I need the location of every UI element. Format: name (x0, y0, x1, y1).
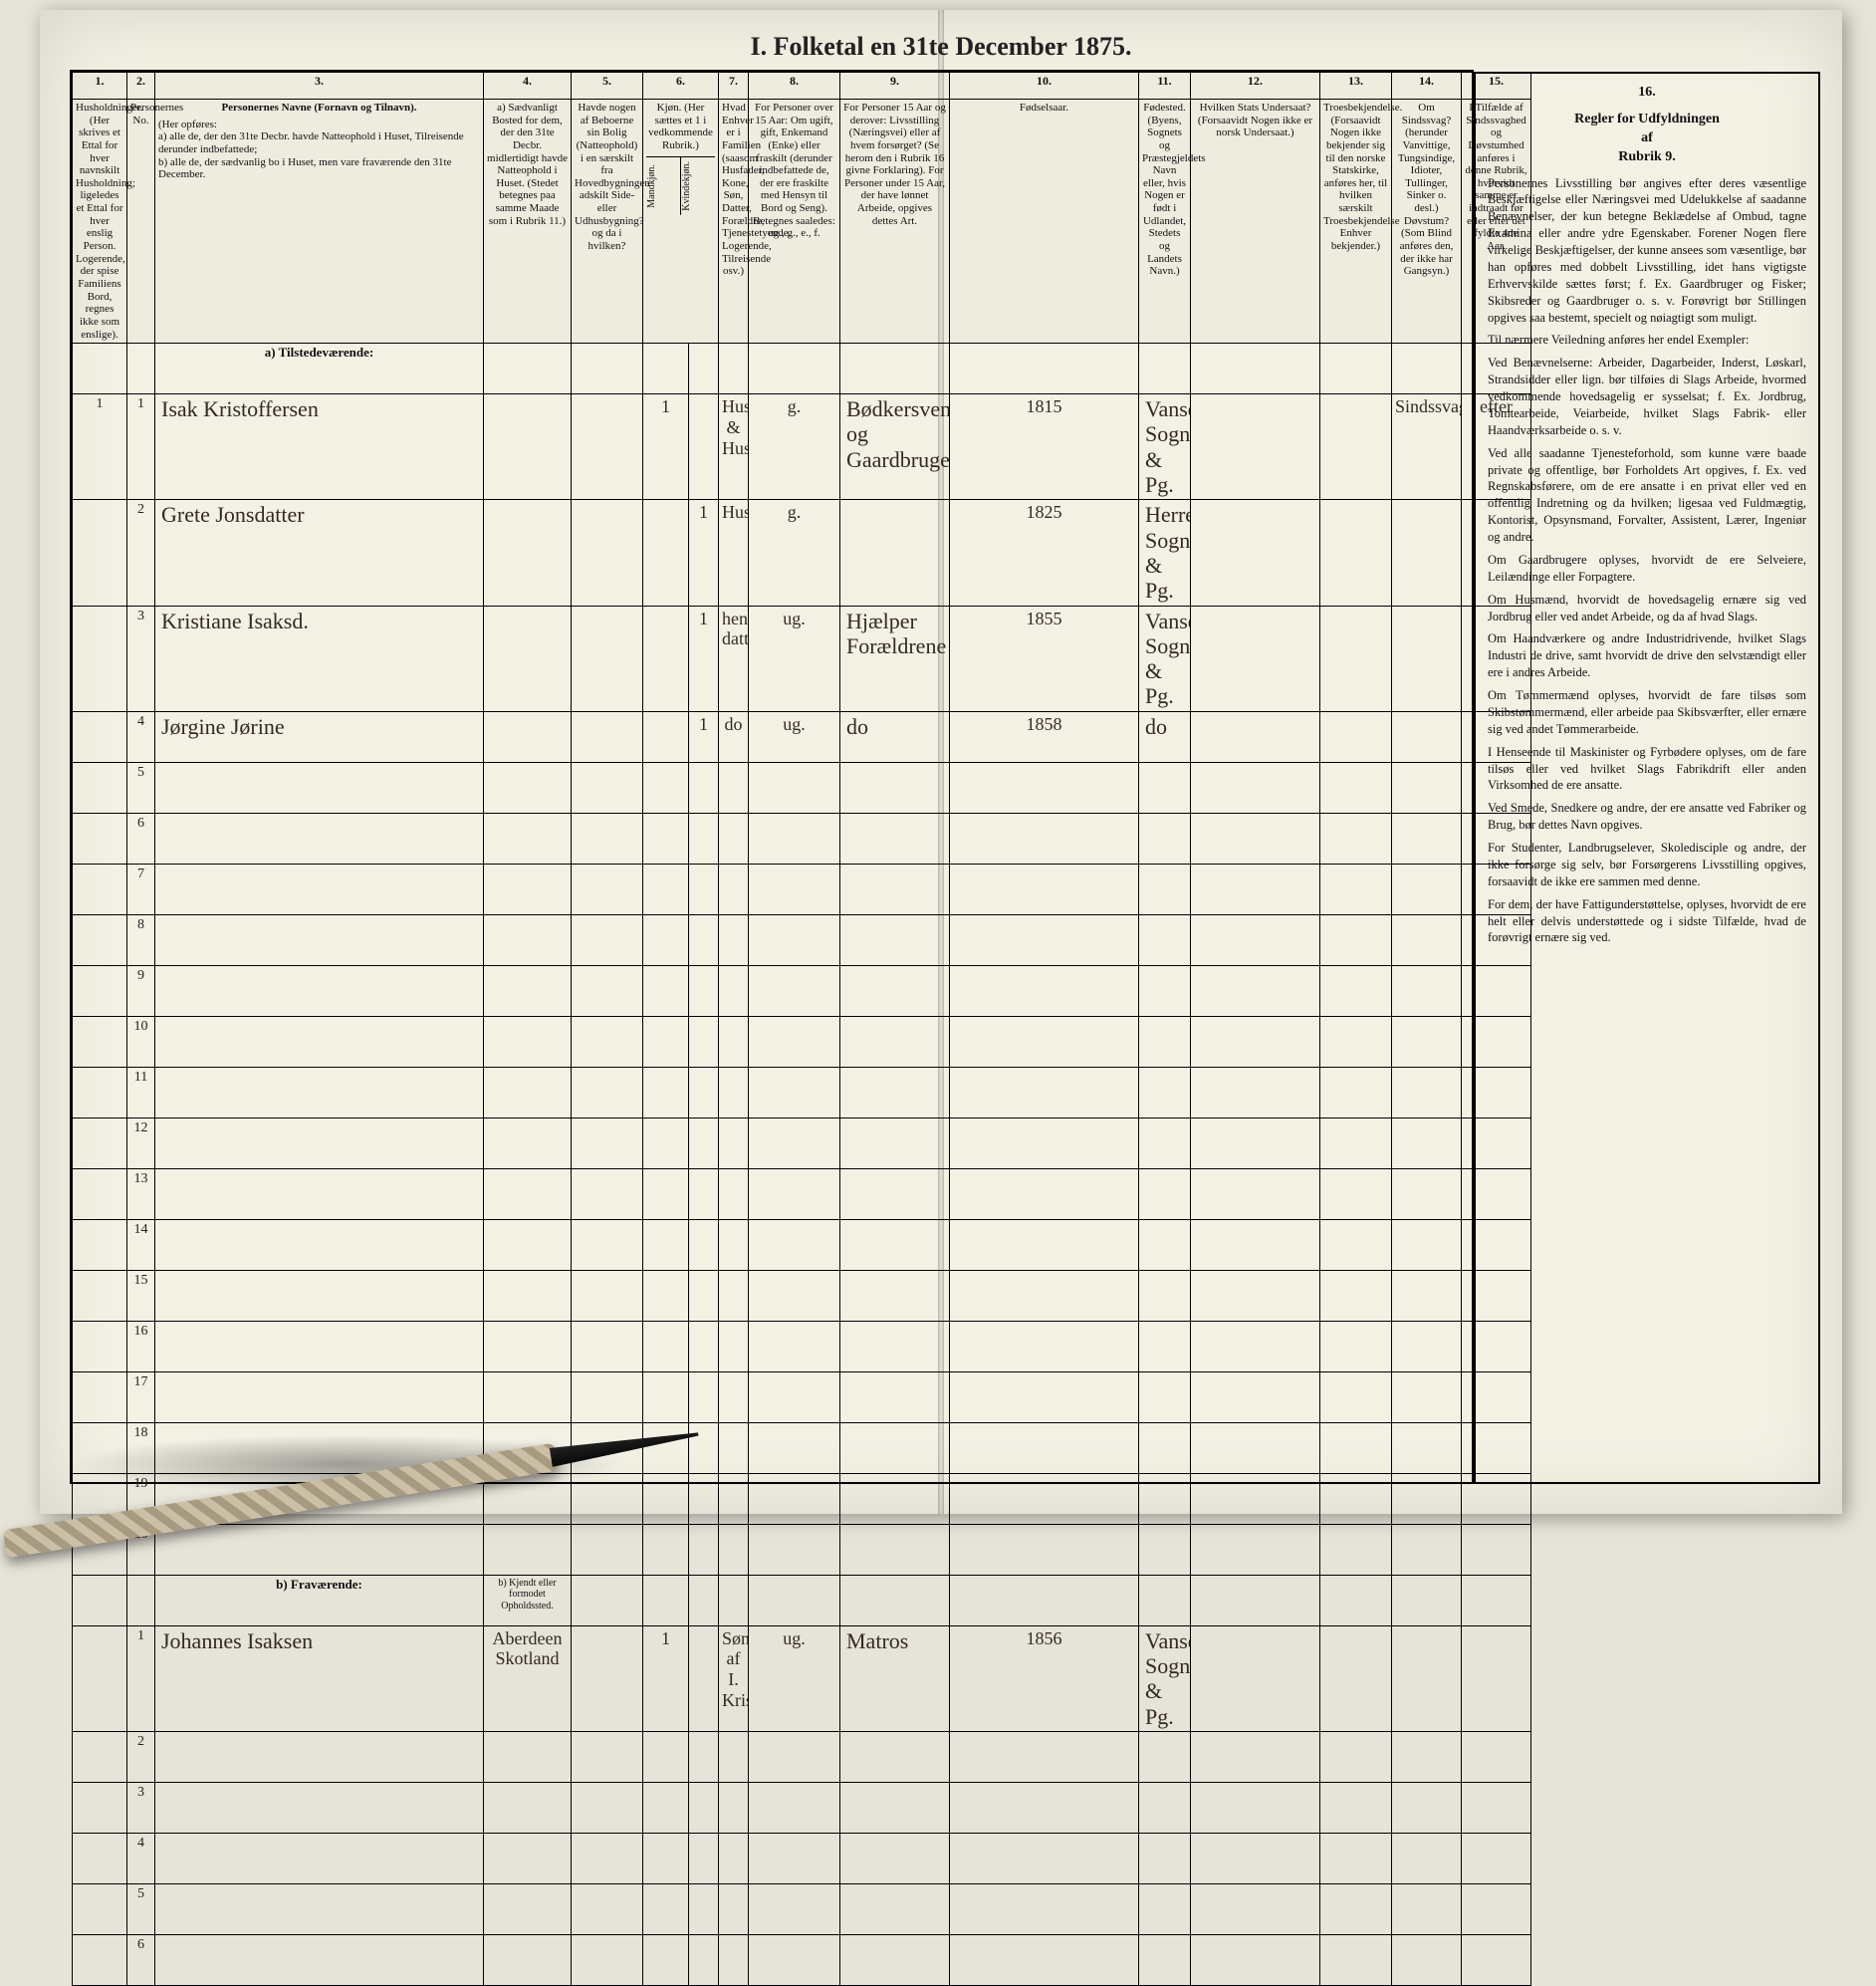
hdr-3: Personernes Navne (Fornavn og Tilnavn). … (155, 100, 484, 344)
side-rules-col16: 16. Regler for Udfyldningen af Rubrik 9.… (1474, 72, 1820, 1484)
rules-paragraph: Til nærmere Veiledning anføres her endel… (1488, 332, 1806, 349)
page-title: I. Folketal en 31te December 1875. (751, 32, 1132, 62)
table-row: 15 (73, 1270, 1601, 1321)
table: 1.2.3.4.5.6.7.8.9.10.11.12.13.14.15. Hus… (72, 72, 1601, 1986)
hdr-11: Fødested. (Byens, Sognets og Præstegjeld… (1139, 100, 1191, 344)
colnum-7.: 7. (719, 73, 749, 100)
table-row: 6 (73, 813, 1601, 864)
colnum-3.: 3. (155, 73, 484, 100)
table-row: 8 (73, 914, 1601, 965)
hdr-9: For Personer 15 Aar og derover: Livsstil… (840, 100, 950, 344)
section-row: b) Fraværende:b) Kjendt eller formodet O… (73, 1575, 1601, 1625)
side-colnum: 16. (1488, 84, 1806, 103)
hdr-5: Havde nogen af Beboerne sin Bolig (Natte… (572, 100, 643, 344)
table-row: 3Kristiane Isaksd.1hendes datterug.Hjælp… (73, 606, 1601, 711)
colnum-4.: 4. (484, 73, 572, 100)
ledger-sheet: I. Folketal en 31te December 1875. 1.2.3… (40, 10, 1842, 1514)
section-label: a) Tilstedeværende: (155, 344, 484, 394)
colnum-5.: 5. (572, 73, 643, 100)
table-row: 9 (73, 965, 1601, 1016)
hdr-10: Fødselsaar. (950, 100, 1139, 344)
hdr-2: Personernes No. (127, 100, 155, 344)
rules-paragraph: Om Husmænd, hvorvidt de hovedsagelig ern… (1488, 592, 1806, 625)
table-row: 2Grete Jonsdatter1Husmoderg.1825Herred S… (73, 500, 1601, 606)
rules-paragraph: Ved Smede, Snedkere og andre, der ere an… (1488, 800, 1806, 834)
table-row: 12 (73, 1117, 1601, 1168)
rules-paragraph: Om Gaardbrugere oplyses, hvorvidt de ere… (1488, 552, 1806, 586)
rules-paragraph: For Studenter, Landbrugselever, Skoledis… (1488, 840, 1806, 890)
hdr-6: Kjøn. (Her sættes et 1 i vedkommende Rub… (643, 100, 719, 344)
colnum-1.: 1. (73, 73, 127, 100)
hdr-13: Troesbekjendelse. (Forsaavidt Nogen ikke… (1320, 100, 1392, 344)
rules-paragraph: Ved alle saadanne Tjenesteforhold, som k… (1488, 445, 1806, 546)
table-row: 5 (73, 1883, 1601, 1934)
colnum-13.: 13. (1320, 73, 1392, 100)
rules-paragraph: Personernes Livsstilling bør angives eft… (1488, 175, 1806, 327)
section-row: a) Tilstedeværende: (73, 344, 1601, 394)
header-row: Husholdninger. (Her skrives et Ettal for… (73, 100, 1601, 344)
colnum-10.: 10. (950, 73, 1139, 100)
rules-paragraph: Ved Benævnelserne: Arbeider, Dagarbeider… (1488, 355, 1806, 438)
column-number-row: 1.2.3.4.5.6.7.8.9.10.11.12.13.14.15. (73, 73, 1601, 100)
table-row: 17 (73, 1371, 1601, 1422)
hdr-4: a) Sædvanligt Bosted for dem, der den 31… (484, 100, 572, 344)
hdr-1: Husholdninger. (Her skrives et Ettal for… (73, 100, 127, 344)
table-row: 14 (73, 1219, 1601, 1270)
hdr-14: Om Sindssvag? (herunder Vanvittige, Tung… (1392, 100, 1462, 344)
rules-paragraph: I Henseende til Maskinister og Fyrbødere… (1488, 744, 1806, 795)
table-row: 7 (73, 864, 1601, 914)
table-row: 10 (73, 1016, 1601, 1067)
colnum-9.: 9. (840, 73, 950, 100)
table-row: 4Jørgine Jørine1doug.do1858do (73, 711, 1601, 762)
colnum-12.: 12. (1191, 73, 1320, 100)
table-row: 6 (73, 1934, 1601, 1985)
colnum-8.: 8. (749, 73, 840, 100)
table-row: 5 (73, 762, 1601, 813)
colnum-11.: 11. (1139, 73, 1191, 100)
table-row: 11 (73, 1067, 1601, 1117)
hdr-3-title: Personernes Navne (Fornavn og Tilnavn). (158, 102, 480, 115)
rules-paragraph: Om Tømmermænd oplyses, hvorvidt de fare … (1488, 687, 1806, 738)
table-body: a) Tilstedeværende:11Isak Kristoffersen1… (73, 344, 1601, 1986)
hdr-3-sub: (Her opføres: a) alle de, der den 31te D… (158, 119, 480, 181)
pen-nib (549, 1418, 701, 1473)
colnum-6.: 6. (643, 73, 719, 100)
table-row: 1Johannes IsaksenAberdeen Skotland1Søn a… (73, 1625, 1601, 1731)
rules-paragraph: For dem, der have Fattigunderstøttelse, … (1488, 896, 1806, 947)
side-subtitle: Regler for Udfyldningen af Rubrik 9. (1488, 111, 1806, 167)
hdr-12: Hvilken Stats Undersaat? (Forsaavidt Nog… (1191, 100, 1320, 344)
table-row: 16 (73, 1321, 1601, 1371)
colnum-14.: 14. (1392, 73, 1462, 100)
table-row: 3 (73, 1782, 1601, 1833)
hdr-8: For Personer over 15 Aar: Om ugift, gift… (749, 100, 840, 344)
table-row: 13 (73, 1168, 1601, 1219)
colnum-2.: 2. (127, 73, 155, 100)
hdr-7: Hvad Enhver er i Familien (saasom Husfad… (719, 100, 749, 344)
table-row: 2 (73, 1731, 1601, 1782)
table-row: 11Isak Kristoffersen1Husfader & Husmandg… (73, 394, 1601, 500)
section-label: b) Fraværende: (155, 1575, 484, 1625)
ledger-table: 1.2.3.4.5.6.7.8.9.10.11.12.13.14.15. Hus… (70, 70, 1474, 1484)
rules-paragraph: Om Haandværkere og andre Industridrivend… (1488, 630, 1806, 681)
table-row: 4 (73, 1833, 1601, 1883)
